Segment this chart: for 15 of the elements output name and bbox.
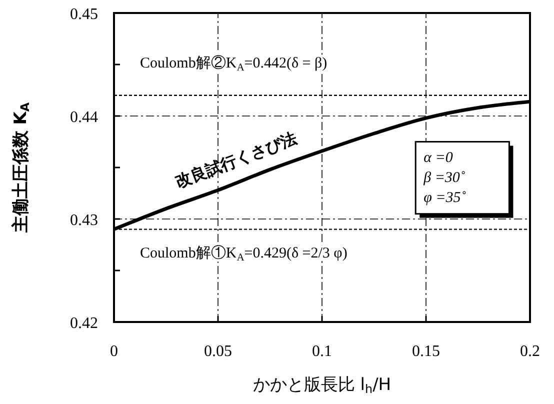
x-tick-label: 0.1 [312,343,332,360]
ref-line-label: Coulomb解②K$_{A}$=0.442(δ = β) [140,54,328,74]
x-axis-title: かかと版長比 l$_{h}$/H [252,375,392,396]
annotation: α =0 [424,150,454,166]
y-tick-label: 0.44 [70,109,98,126]
x-tick-label: 0.05 [204,343,232,360]
x-tick-label: 0 [110,343,118,360]
annotation: β =30˚ [422,170,465,186]
x-tick-label: 0.15 [412,343,440,360]
text: 改良試行くさび法 [172,128,300,192]
y-tick-label: 0.43 [70,212,98,229]
annotation: φ =35˚ [424,190,466,206]
x-tick-label: 0.2 [520,343,540,360]
y-tick-label: 0.42 [70,315,98,332]
y-tick-label: 0.45 [70,6,98,23]
